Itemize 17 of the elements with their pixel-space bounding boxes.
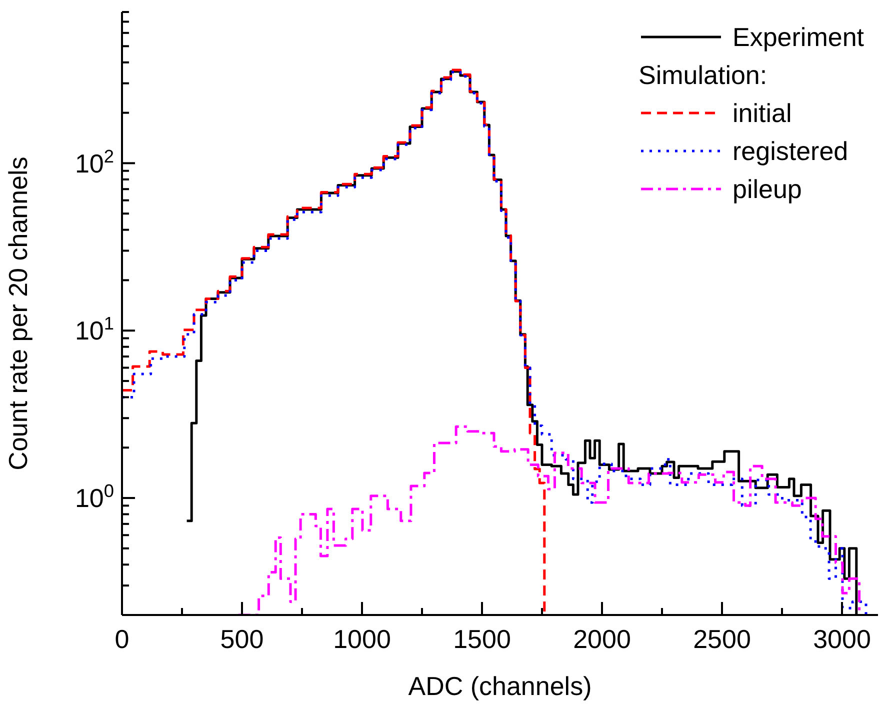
y-axis-title: Count rate per 20 channels: [3, 156, 34, 470]
x-tick-label: 1500: [453, 624, 511, 654]
legend-label: registered: [732, 136, 848, 166]
legend-label: Experiment: [732, 22, 864, 52]
x-tick-label: 500: [220, 624, 264, 654]
legend-label: initial: [732, 98, 792, 128]
legend-label: pileup: [732, 174, 802, 204]
x-tick-label: 2500: [693, 624, 751, 654]
y-tick-label: 10$^{0}$: [74, 481, 114, 514]
x-tick-label: 0: [114, 624, 130, 654]
y-tick-label: 10$^{2}$: [74, 146, 114, 178]
x-tick-label: 1000: [333, 624, 391, 654]
x-tick-label: 3000: [813, 624, 871, 654]
x-axis-title: ADC (channels): [408, 671, 592, 701]
legend-title: Simulation:: [638, 59, 768, 92]
y-tick-label: 10$^{1}$: [74, 314, 114, 346]
x-tick-label: 2000: [573, 624, 631, 654]
